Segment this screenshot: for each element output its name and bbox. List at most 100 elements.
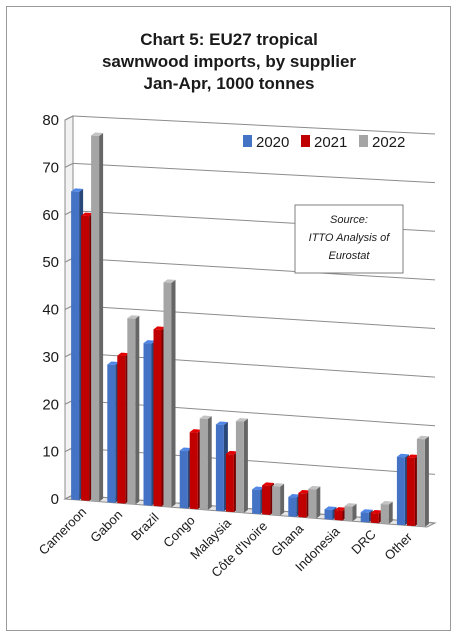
- bar-front: [272, 486, 281, 516]
- bar: [416, 435, 429, 527]
- gridline: [72, 305, 436, 329]
- legend: 2020 2021 2022: [243, 134, 405, 151]
- legend-item: 2020: [243, 134, 289, 151]
- bar-top: [235, 418, 248, 422]
- bar-front: [91, 135, 100, 502]
- bar-front: [179, 450, 188, 509]
- bar-top: [117, 352, 130, 357]
- x-tick-label: Cameroon: [36, 504, 90, 558]
- bar-front: [396, 456, 405, 526]
- bar-front: [416, 438, 425, 527]
- bar: [272, 483, 285, 516]
- y-tick-label: 10: [42, 444, 59, 461]
- bar-front: [143, 343, 152, 506]
- bar: [163, 279, 176, 508]
- source-line-2: ITTO Analysis of: [309, 232, 391, 244]
- bar-top: [179, 447, 192, 452]
- bar: [235, 418, 248, 513]
- y-tick-label: 50: [42, 254, 59, 271]
- bar: [380, 501, 393, 525]
- bar-top: [406, 454, 419, 459]
- bar-side: [316, 486, 321, 519]
- bar-top: [324, 506, 337, 511]
- bar-top: [262, 482, 275, 487]
- x-tick-label: Gabon: [87, 507, 125, 545]
- bar-side: [207, 416, 212, 511]
- bar-front: [127, 318, 136, 505]
- bar: [91, 132, 104, 502]
- y-tick-label: 80: [42, 112, 59, 129]
- y-tick-label: 30: [42, 349, 59, 366]
- bar-top: [416, 435, 429, 440]
- bar-top: [127, 315, 140, 319]
- legend-item: 2021: [301, 134, 347, 151]
- bar-front: [344, 506, 353, 522]
- bar-side: [280, 483, 285, 516]
- bar-side: [424, 436, 429, 527]
- bar-front: [380, 504, 389, 525]
- bar-top: [225, 450, 238, 455]
- bar-top: [81, 212, 94, 217]
- bar-front: [117, 355, 126, 504]
- bar-front: [360, 512, 369, 523]
- source-line-3: Eurostat: [329, 250, 371, 262]
- bar-front: [334, 510, 343, 521]
- bar-front: [107, 364, 116, 503]
- bar: [199, 415, 212, 511]
- bar-side: [171, 279, 176, 508]
- bar-top: [360, 509, 373, 513]
- bar-front: [235, 421, 244, 513]
- chart-canvas: Chart 5: EU27 tropical sawnwood imports,…: [36, 30, 437, 580]
- bar-top: [71, 188, 84, 192]
- bar-top: [153, 326, 166, 330]
- bar-top: [298, 489, 311, 494]
- legend-item: 2022: [359, 134, 405, 151]
- x-tick-label: Other: [381, 529, 415, 563]
- chart-title-line-3: Jan-Apr, 1000 tonnes: [143, 74, 314, 93]
- bar-front: [189, 432, 198, 510]
- bar-top: [199, 415, 212, 420]
- chart-frame: Chart 5: EU27 tropical sawnwood imports,…: [6, 6, 451, 631]
- bar-front: [298, 492, 307, 518]
- y-tick-label: 0: [51, 491, 59, 508]
- chart-title-line-2: sawnwood imports, by supplier: [102, 52, 356, 71]
- bar-top: [334, 507, 347, 511]
- bar-side: [388, 501, 393, 525]
- bar-top: [288, 494, 301, 498]
- y-axis-ticks: 0 10 20 30 40 50 60 70 80: [42, 112, 59, 508]
- bar-front: [153, 329, 162, 507]
- source-annotation: Source: ITTO Analysis of Eurostat: [294, 204, 404, 274]
- bar-side: [243, 418, 248, 513]
- bar-top: [91, 132, 104, 136]
- gridline: [72, 257, 436, 281]
- y-tick-label: 40: [42, 302, 59, 319]
- bar-top: [215, 421, 228, 426]
- chart-title-line-1: Chart 5: EU27 tropical: [140, 30, 318, 49]
- bar-top: [344, 503, 357, 507]
- x-tick-label: Congo: [160, 513, 198, 551]
- bar: [308, 485, 321, 519]
- bar-front: [308, 488, 317, 519]
- bar-front: [199, 418, 208, 511]
- bar-top: [272, 483, 285, 487]
- legend-swatch: [243, 135, 252, 147]
- legend-label: 2022: [372, 134, 405, 151]
- bar-top: [107, 361, 120, 365]
- bar-top: [252, 486, 265, 491]
- bar-side: [352, 503, 357, 522]
- gridline-side: [64, 162, 74, 168]
- gridline: [72, 162, 436, 184]
- bar-front: [406, 457, 415, 527]
- bar-front: [252, 489, 261, 515]
- bar-front: [370, 512, 379, 524]
- bar-top: [370, 509, 383, 514]
- bar-side: [99, 132, 104, 502]
- bar-front: [288, 497, 297, 517]
- bar: [127, 315, 140, 505]
- x-tick-label: DRC: [348, 527, 379, 558]
- source-line-1: Source:: [330, 214, 368, 226]
- legend-swatch: [301, 135, 310, 147]
- gridline-side: [64, 115, 74, 121]
- bar-top: [189, 429, 202, 433]
- bar-front: [324, 509, 333, 520]
